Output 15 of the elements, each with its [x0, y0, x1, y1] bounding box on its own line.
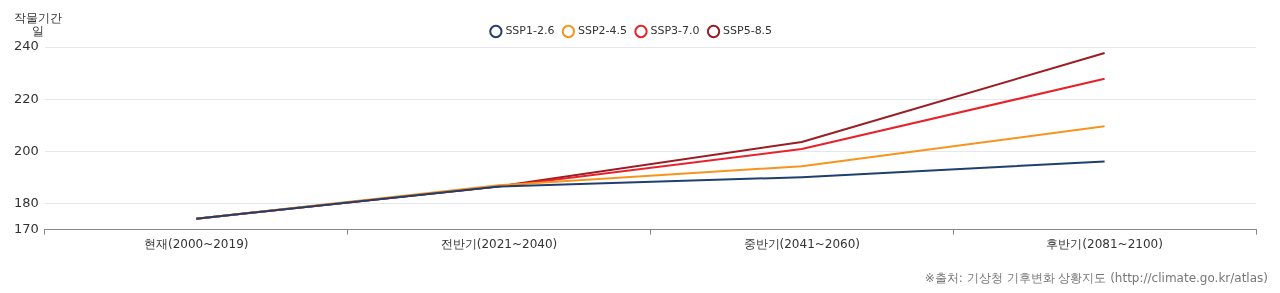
x-tick-label: 중반기(2041~2060)	[743, 236, 861, 251]
y-tick-label: 200	[13, 142, 39, 158]
text: ※출처: 기상청 기후변화 상황지도 (http://climate.go.kr/atlas)	[924, 271, 1268, 286]
x-tick-label: 전반기(2021~2040)	[440, 236, 558, 251]
legend-label: SSP1-2.6	[505, 24, 555, 38]
legend-label: SSP2-4.5	[577, 24, 627, 38]
y-axis-title: 작물기간 일	[14, 11, 62, 39]
y-tick-label: 180	[13, 194, 39, 210]
legend-label: SSP3-7.0	[650, 24, 700, 38]
y-tick-label: 240	[13, 38, 39, 54]
x-tick-label: 현재(2000~2019)	[143, 236, 249, 251]
y-tick-label: 220	[13, 90, 39, 106]
x-tick-label: 후반기(2081~2100)	[1046, 236, 1163, 251]
y-tick-label: 170	[13, 220, 39, 236]
legend-label: SSP5-8.5	[723, 24, 773, 38]
